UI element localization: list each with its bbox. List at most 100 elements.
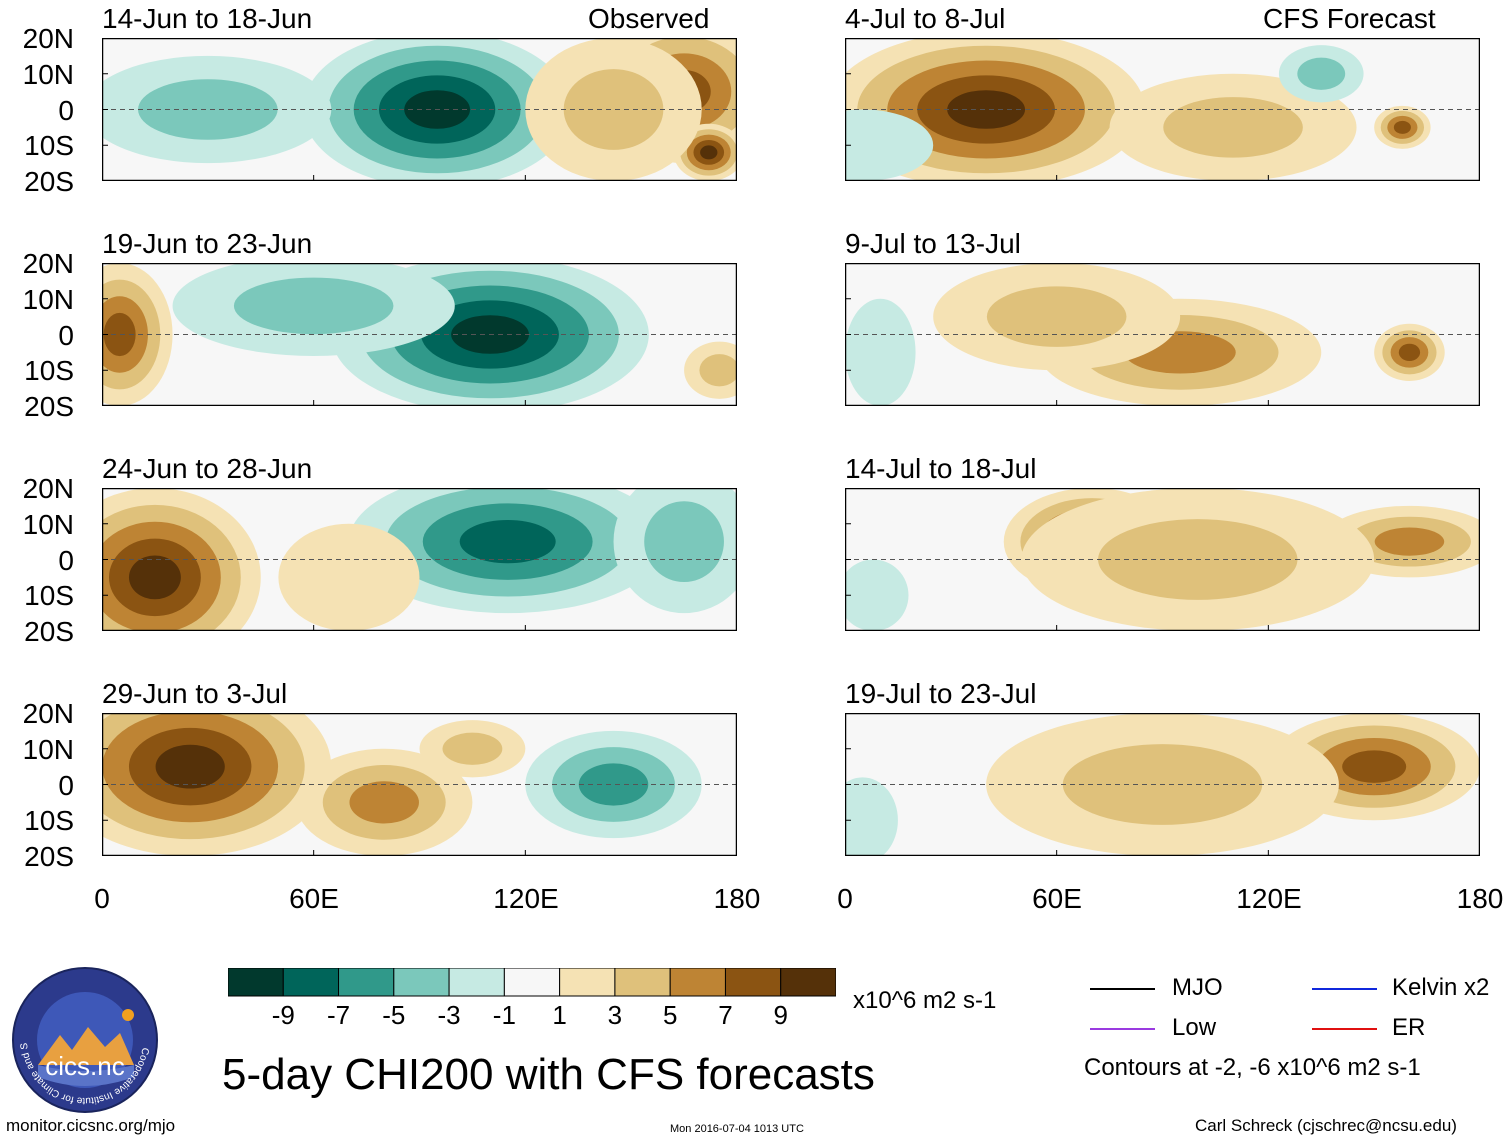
anomaly-blob [1393, 120, 1411, 134]
panel-title: 19-Jun to 23-Jun [102, 228, 313, 259]
footer-url[interactable]: monitor.cicsnc.org/mjo [6, 1116, 176, 1135]
anomaly-blob [563, 69, 664, 150]
anomaly-blob [349, 781, 419, 824]
y-tick-label: 10S [24, 130, 74, 162]
legend-swatch-er [1312, 1028, 1377, 1030]
colorbar-label: -5 [382, 1000, 406, 1030]
y-tick-label: 0 [58, 769, 74, 801]
footer-author: Carl Schreck (cjschrec@ncsu.edu) [1195, 1116, 1457, 1135]
panel-title: 9-Jul to 13-Jul [845, 228, 1021, 259]
y-tick-label: 10N [22, 733, 74, 765]
colorbar-swatch [393, 968, 450, 997]
colorbar-label: -3 [437, 1000, 461, 1030]
map-panel [845, 713, 1480, 856]
panel-title: 29-Jun to 3-Jul [102, 678, 288, 709]
x-tick-label: 60E [289, 883, 339, 914]
x-tick-label: 0 [94, 883, 110, 914]
map-panel [102, 263, 737, 406]
x-tick-label: 60E [1032, 883, 1082, 914]
anomaly-blob [138, 79, 278, 140]
anomaly-blob [1374, 527, 1445, 556]
y-tick-label: 20N [22, 248, 74, 279]
y-tick-label: 10N [22, 508, 74, 540]
y-tick-label: 0 [58, 544, 74, 576]
anomaly-blob [1398, 343, 1421, 362]
map-panel [845, 488, 1480, 631]
anomaly-blob [103, 312, 136, 357]
colorbar-label: -9 [271, 1000, 295, 1030]
legend-swatch-mjo [1090, 988, 1155, 990]
colorbar-label: -1 [492, 1000, 516, 1030]
anomaly-blob [1297, 57, 1346, 90]
colorbar-swatch [448, 968, 505, 997]
map-panel [845, 38, 1480, 181]
anomaly-blob [845, 777, 898, 856]
anomaly-blob [278, 523, 420, 631]
panel-title: 14-Jul to 18-Jul [845, 453, 1037, 484]
anomaly-blob [700, 145, 718, 160]
colorbar-label: 7 [718, 1000, 733, 1030]
colorbar-label: 1 [552, 1000, 567, 1030]
anomaly-blob [578, 763, 649, 806]
y-tick-label: 20N [22, 23, 74, 54]
anomaly-blob [1163, 97, 1303, 158]
anomaly-blob [1342, 750, 1407, 783]
colorbar-swatch [669, 968, 726, 997]
panel-tag-cfs: CFS Forecast [1263, 3, 1436, 34]
legend-label-er: ER [1392, 1014, 1426, 1041]
panel-title: 24-Jun to 28-Jun [102, 453, 313, 484]
y-tick-label: 20S [24, 841, 74, 872]
y-tick-label: 20S [24, 616, 74, 647]
colorbar-swatch [780, 968, 836, 997]
colorbar-units: x10^6 m2 s-1 [853, 987, 997, 1014]
cics-logo: Cooperative Institute for Climate and Sa… [10, 965, 158, 1113]
anomaly-blob [699, 354, 737, 387]
panel-title: 19-Jul to 23-Jul [845, 678, 1037, 709]
colorbar [228, 968, 836, 997]
y-tick-label: 0 [58, 94, 74, 126]
map-panel [845, 263, 1480, 406]
colorbar-swatch [724, 968, 782, 997]
map-panel [102, 488, 737, 631]
x-tick-label: 120E [493, 883, 559, 914]
y-tick-label: 0 [58, 319, 74, 351]
y-tick-label: 20N [22, 698, 74, 729]
colorbar-swatch [228, 968, 284, 997]
logo-text: cics.nc [45, 1051, 124, 1081]
y-tick-label: 10S [24, 580, 74, 612]
x-tick-label: 180 [713, 883, 761, 914]
colorbar-label: 5 [662, 1000, 678, 1030]
anomaly-blob [155, 744, 225, 789]
y-tick-label: 10N [22, 58, 74, 90]
anomaly-blob [442, 732, 503, 765]
colorbar-label: 3 [607, 1000, 623, 1030]
y-tick-label: 10S [24, 805, 74, 837]
map-panel [102, 713, 737, 856]
anomaly-blob [459, 520, 556, 564]
y-tick-label: 10N [22, 283, 74, 315]
x-tick-label: 0 [837, 883, 853, 914]
colorbar-swatch [559, 968, 616, 997]
anomaly-blob [845, 559, 909, 631]
map-panel [102, 38, 737, 181]
anomaly-blob [845, 298, 916, 406]
panel-title: 14-Jun to 18-Jun [102, 3, 313, 34]
anomaly-blob [128, 555, 181, 600]
y-tick-label: 20S [24, 166, 74, 197]
y-tick-label: 20S [24, 391, 74, 422]
footer-timestamp: Mon 2016-07-04 1013 UTC [670, 1123, 804, 1135]
panel-tag-observed: Observed [588, 3, 710, 34]
anomaly-blob [947, 90, 1026, 129]
x-tick-label: 180 [1456, 883, 1504, 914]
chart-title: 5-day CHI200 with CFS forecasts [222, 1050, 875, 1099]
legend-label-mjo: MJO [1172, 974, 1223, 1001]
legend-swatch-kelvin [1312, 988, 1377, 990]
anomaly-blob [845, 109, 934, 181]
anomaly-blob [986, 286, 1127, 347]
y-tick-label: 20N [22, 473, 74, 504]
colorbar-swatch [282, 968, 340, 997]
legend-swatch-low [1090, 1028, 1155, 1030]
colorbar-swatch [503, 968, 561, 997]
colorbar-swatch [338, 968, 395, 997]
contour-note: Contours at -2, -6 x10^6 m2 s-1 [1084, 1054, 1421, 1081]
